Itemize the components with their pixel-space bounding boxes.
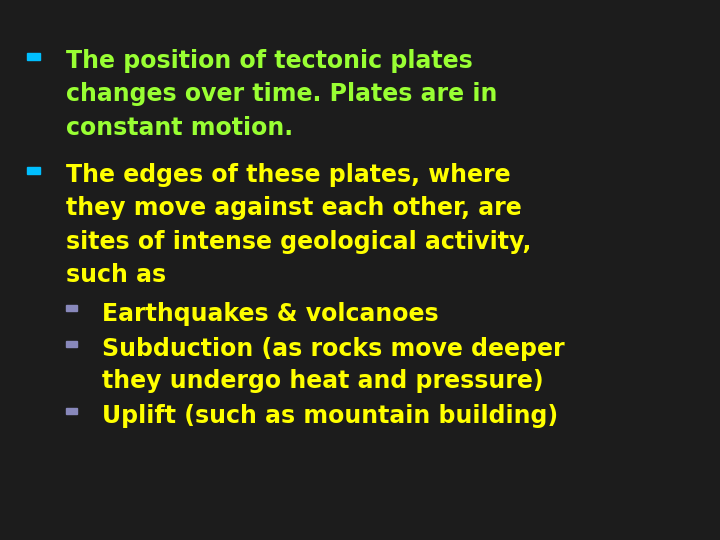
Text: Subduction (as rocks move deeper: Subduction (as rocks move deeper: [102, 337, 565, 361]
Text: sites of intense geological activity,: sites of intense geological activity,: [66, 230, 531, 253]
Text: they move against each other, are: they move against each other, are: [66, 196, 522, 220]
Text: Uplift (such as mountain building): Uplift (such as mountain building): [102, 404, 559, 428]
Text: The edges of these plates, where: The edges of these plates, where: [66, 163, 511, 186]
Text: The position of tectonic plates: The position of tectonic plates: [66, 49, 473, 72]
Text: changes over time. Plates are in: changes over time. Plates are in: [66, 82, 498, 106]
Text: they undergo heat and pressure): they undergo heat and pressure): [102, 369, 544, 393]
Text: constant motion.: constant motion.: [66, 116, 293, 139]
Text: such as: such as: [66, 263, 166, 287]
Text: Earthquakes & volcanoes: Earthquakes & volcanoes: [102, 302, 439, 326]
